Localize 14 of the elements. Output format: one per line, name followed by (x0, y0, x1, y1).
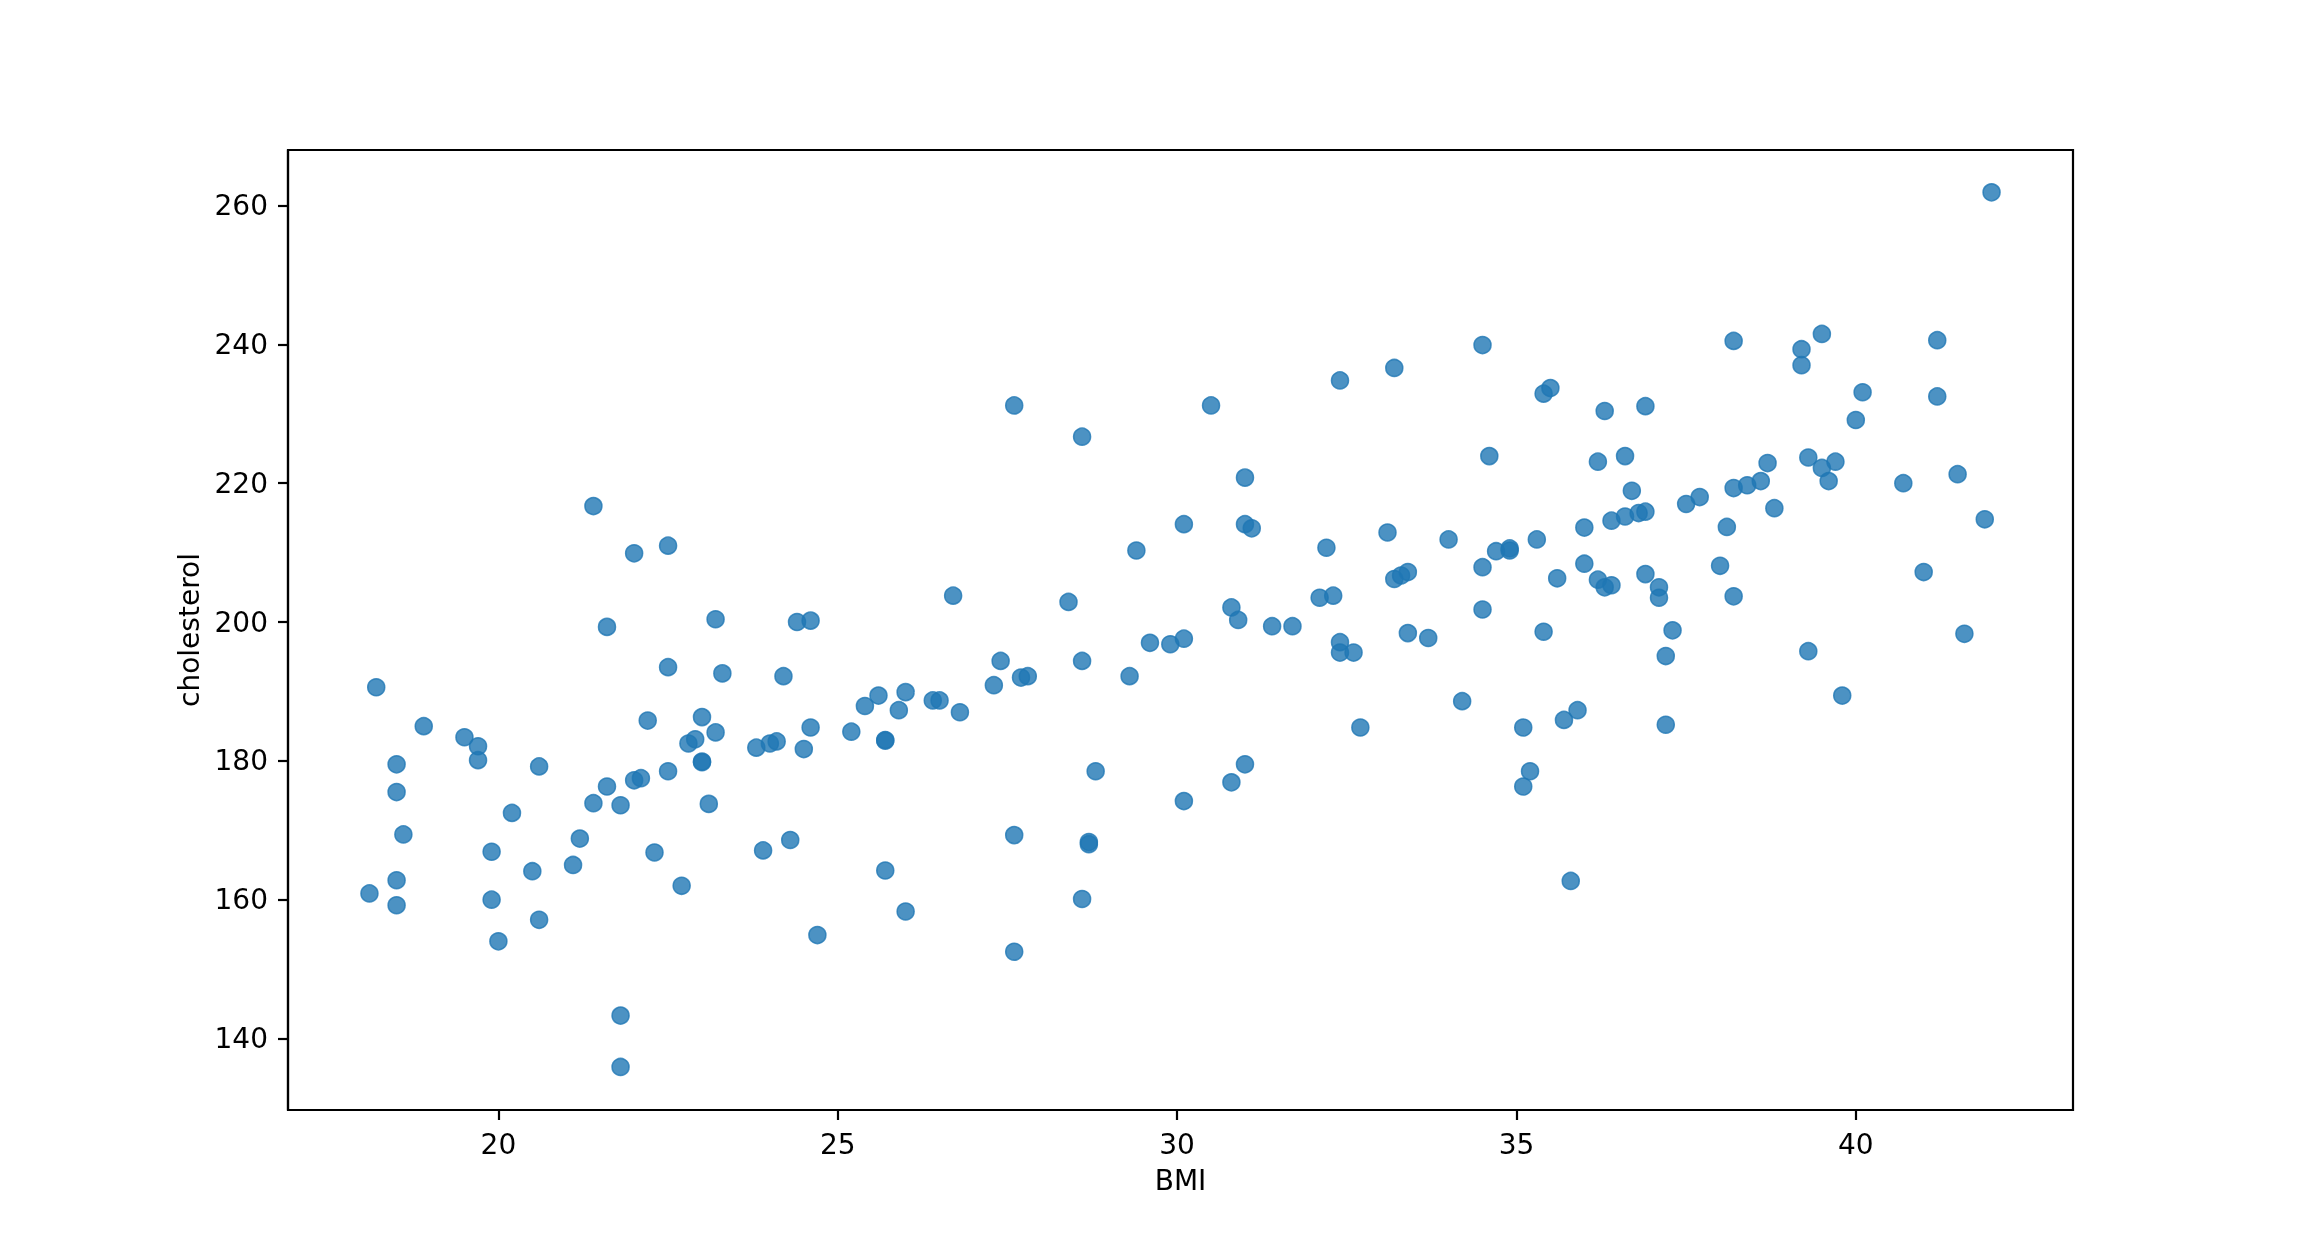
x-axis-title: BMI (1154, 1163, 1207, 1197)
y-tick-label: 260 (214, 189, 268, 223)
x-tick-label: 20 (480, 1127, 517, 1161)
y-tick-label: 220 (214, 466, 268, 500)
x-tick-label: 40 (1837, 1127, 1874, 1161)
x-tick-label: 25 (819, 1127, 856, 1161)
y-tick-label: 160 (214, 883, 268, 917)
y-axis-title: cholesterol (173, 553, 207, 707)
y-tick-label: 240 (214, 327, 268, 361)
y-tick-label: 200 (214, 605, 268, 639)
x-tick-label: 35 (1498, 1127, 1535, 1161)
x-tick-label: 30 (1159, 1127, 1195, 1161)
y-tick-label: 140 (214, 1022, 268, 1055)
y-tick-label: 180 (214, 744, 268, 778)
